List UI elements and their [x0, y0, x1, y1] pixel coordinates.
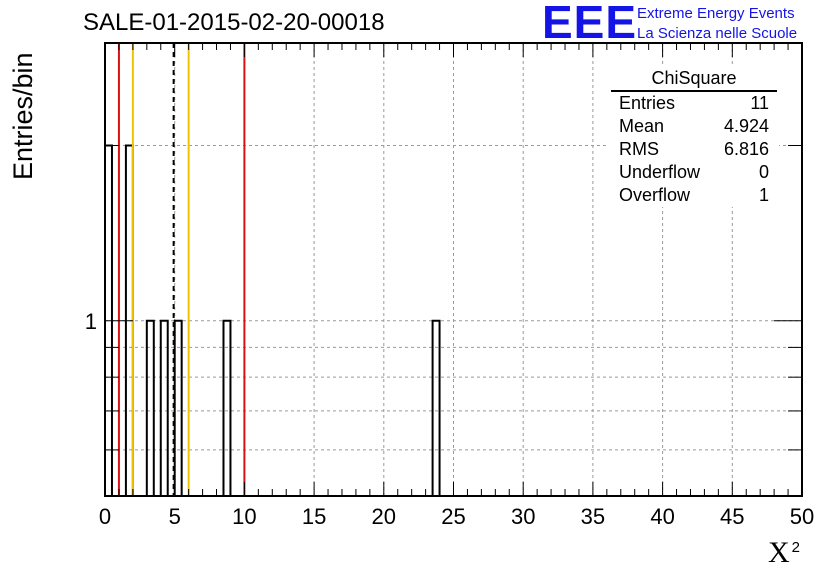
x-tick-label: 35 — [581, 504, 605, 529]
x-tick-label: 10 — [232, 504, 256, 529]
stats-box-title: ChiSquare — [611, 67, 777, 92]
stats-row-mean: Mean 4.924 — [609, 115, 779, 138]
stats-key: Underflow — [619, 162, 701, 182]
y-tick-label: 1 — [85, 309, 97, 334]
stats-row-entries: Entries 11 — [609, 92, 779, 115]
stats-value: 1 — [758, 185, 769, 205]
stats-key: Overflow — [619, 185, 691, 205]
x-tick-label: 0 — [99, 504, 111, 529]
chart-title: SALE-01-2015-02-20-00018 — [83, 9, 385, 36]
histogram-bar — [173, 319, 183, 496]
stats-row-rms: RMS 6.816 — [609, 138, 779, 161]
logo-subtitle-line2: La Scienza nelle Scuole — [637, 25, 798, 42]
histogram-bar — [431, 319, 441, 496]
x-axis-label-superscript: 2 — [791, 539, 801, 556]
x-tick-label: 45 — [720, 504, 744, 529]
stats-box: ChiSquare Entries 11 Mean 4.924 RMS 6.816 U… — [609, 67, 779, 207]
logo-subtitle-line1: Extreme Energy Events — [637, 5, 795, 22]
x-tick-label: 40 — [650, 504, 674, 529]
x-tick-label: 15 — [302, 504, 326, 529]
stats-key: Mean — [619, 116, 665, 136]
stats-key: RMS — [619, 139, 659, 159]
stats-value: 4.924 — [723, 116, 769, 136]
eee-logo: EEE Extreme Energy Events La Scienza nel… — [542, 0, 832, 48]
stats-value: 0 — [758, 162, 769, 182]
histogram-bar — [145, 319, 155, 496]
x-tick-label: 5 — [169, 504, 181, 529]
x-tick-label: 20 — [372, 504, 396, 529]
x-tick-label: 30 — [511, 504, 535, 529]
stats-row-underflow: Underflow 0 — [609, 161, 779, 184]
x-tick-label: 50 — [790, 504, 814, 529]
histogram-bar — [159, 319, 169, 496]
stats-value: 6.816 — [723, 139, 769, 159]
x-tick-label: 25 — [441, 504, 465, 529]
eee-logo-letters: EEE — [542, 0, 638, 48]
x-axis-label-symbol: X — [768, 536, 790, 569]
stats-row-overflow: Overflow 1 — [609, 184, 779, 207]
stats-value: 11 — [750, 93, 769, 113]
histogram-bar — [222, 319, 232, 496]
stats-key: Entries — [619, 93, 676, 113]
